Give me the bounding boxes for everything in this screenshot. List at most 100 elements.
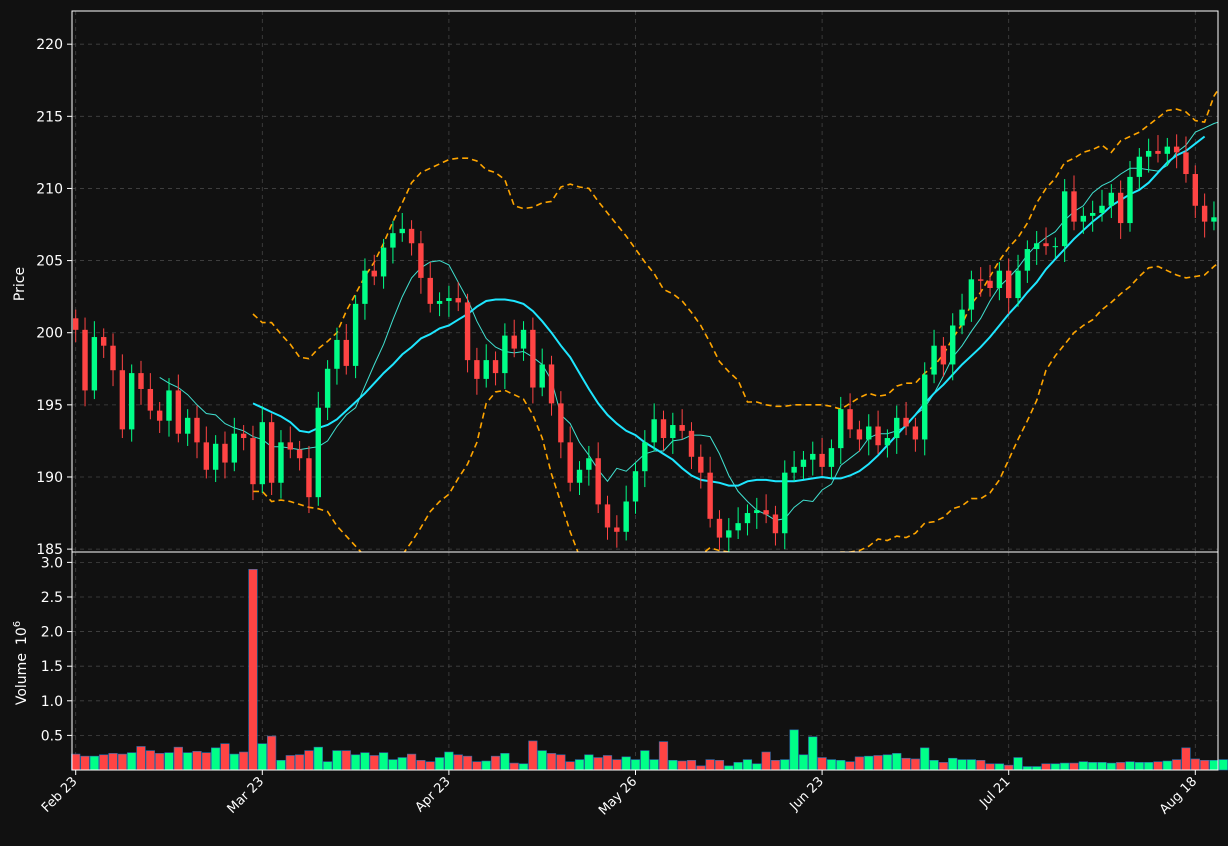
candle-body xyxy=(595,458,601,505)
candle-body xyxy=(427,277,433,304)
candle-body xyxy=(614,527,620,532)
candle-body xyxy=(530,329,536,388)
volume-bar xyxy=(276,760,286,771)
volume-bar xyxy=(948,757,958,771)
candlestick xyxy=(91,321,98,400)
volume-grid xyxy=(72,552,1218,770)
candlestick xyxy=(464,293,471,373)
candlestick xyxy=(1089,200,1096,232)
volume-bar xyxy=(649,759,659,771)
volume-bar xyxy=(183,752,193,771)
candlestick xyxy=(847,393,853,439)
candle-body xyxy=(912,426,919,440)
volume-axis: 0.5 1.0 1.5 2.0 2.5 3.0 xyxy=(41,555,72,744)
candle-body xyxy=(651,419,657,443)
volume-bar xyxy=(248,569,258,771)
candle-body xyxy=(1117,192,1124,224)
candle-body xyxy=(548,364,555,404)
candle-body xyxy=(782,472,788,534)
volume-bar xyxy=(108,753,118,771)
volume-bar xyxy=(1022,766,1032,771)
volume-panel-frame xyxy=(71,551,1219,771)
candle-body xyxy=(772,514,779,534)
volume-bar xyxy=(127,752,137,771)
candlestick xyxy=(380,238,387,289)
candle-body xyxy=(1080,215,1087,222)
volume-bar xyxy=(994,763,1004,771)
price-tick-label: 210 xyxy=(36,181,63,197)
volume-tick-label: 0.5 xyxy=(41,728,63,744)
candlestick xyxy=(866,414,872,456)
volume-bar xyxy=(509,762,519,771)
volume-bar xyxy=(882,754,893,771)
candle-body xyxy=(138,373,144,389)
volume-bar xyxy=(1125,761,1135,771)
candle-body xyxy=(212,443,219,470)
bollinger-upper-line xyxy=(252,88,1218,411)
volume-bar xyxy=(472,761,482,771)
candle-body xyxy=(978,279,984,281)
candle-body xyxy=(698,456,704,473)
volume-bar xyxy=(378,752,389,771)
candle-body xyxy=(735,523,741,531)
volume-bar xyxy=(99,754,109,771)
volume-bar xyxy=(957,759,967,771)
candlestick xyxy=(754,497,760,529)
volume-bar xyxy=(500,753,510,771)
volume-tick-label: 2.5 xyxy=(41,590,63,606)
candle-body xyxy=(1145,150,1152,157)
candle-body xyxy=(91,337,98,391)
volume-bar xyxy=(1013,757,1023,771)
volume-bar xyxy=(1209,760,1219,771)
volume-bar xyxy=(481,760,491,771)
candlestick xyxy=(632,462,639,514)
volume-bar xyxy=(892,753,902,771)
candlestick xyxy=(222,431,228,479)
volume-bar xyxy=(845,761,855,771)
candlestick xyxy=(119,354,126,439)
volume-bar xyxy=(1134,762,1144,771)
candle-body xyxy=(380,247,387,277)
candlestick xyxy=(716,510,723,550)
volume-bar xyxy=(239,751,249,771)
candle-body xyxy=(828,448,835,467)
candle-body xyxy=(931,345,937,375)
price-tick-label: 200 xyxy=(36,326,63,342)
price-tick-label: 220 xyxy=(36,37,63,53)
candlestick xyxy=(110,333,116,387)
candle-body xyxy=(1061,191,1068,247)
candle-body xyxy=(296,449,303,459)
candlestick xyxy=(1061,179,1068,263)
candlestick xyxy=(558,391,564,459)
candle-body xyxy=(968,279,975,310)
volume-tick-label: 3.0 xyxy=(41,555,63,571)
candle-body xyxy=(1033,243,1040,250)
volume-axis-label: Volume 106 xyxy=(12,621,30,705)
volume-bar xyxy=(677,760,687,771)
candle-body xyxy=(1006,270,1012,299)
candle-body xyxy=(707,472,713,519)
candlestick xyxy=(278,430,284,499)
candle-body xyxy=(259,422,265,485)
volume-bar xyxy=(658,741,669,771)
candle-body xyxy=(875,426,881,446)
candlestick xyxy=(1024,240,1031,283)
candle-body xyxy=(847,409,853,430)
candlestick xyxy=(427,262,433,313)
candlestick xyxy=(1052,237,1059,259)
volume-bar xyxy=(1162,760,1172,771)
ma-short-line xyxy=(159,121,1218,521)
volume-bar xyxy=(1060,762,1070,771)
candle-body xyxy=(642,442,648,472)
volume-bar xyxy=(920,747,930,771)
candlestick xyxy=(156,401,163,433)
candle-body xyxy=(352,303,359,366)
candlestick xyxy=(166,378,172,437)
volume-bar xyxy=(71,753,81,771)
candle-body xyxy=(1052,246,1059,248)
volume-bar xyxy=(864,755,874,771)
volume-bar xyxy=(397,757,407,771)
candle-body xyxy=(110,345,116,371)
volume-bar xyxy=(1200,760,1210,771)
